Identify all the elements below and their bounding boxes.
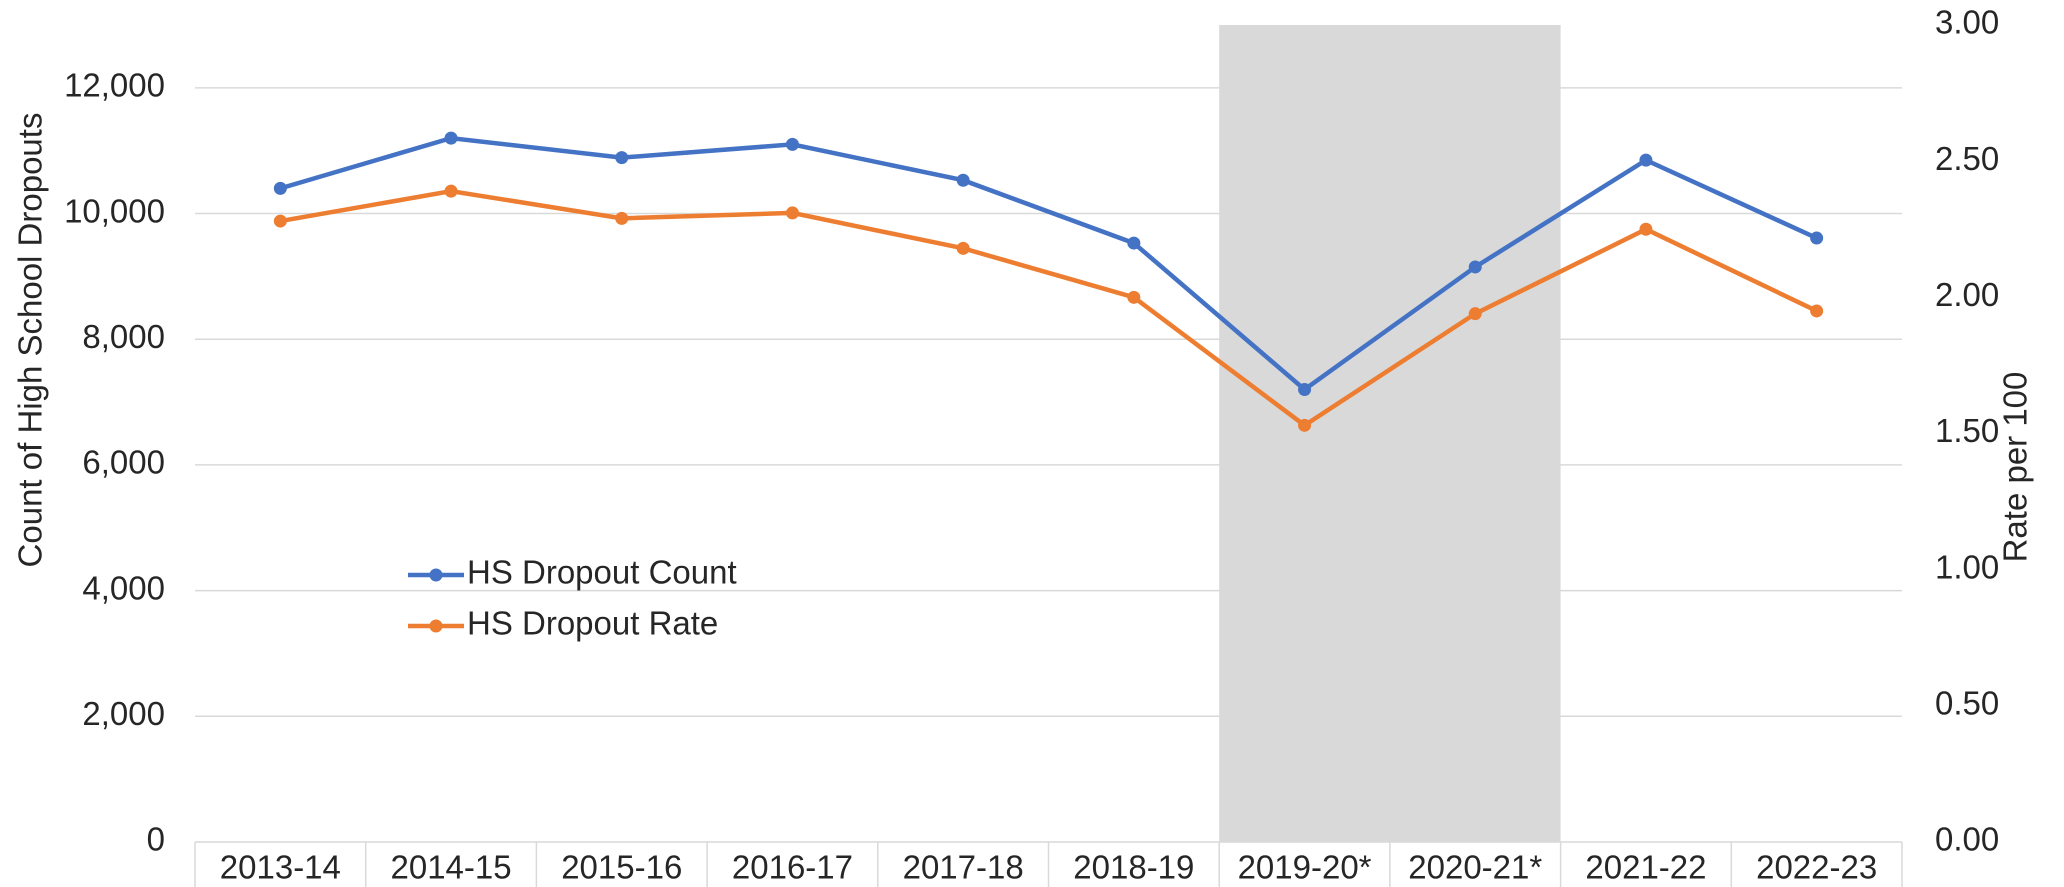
- x-tick-label: 2017-18: [903, 849, 1024, 886]
- y2-tick-label: 1.00: [1935, 548, 1999, 585]
- y2-tick-label: 2.00: [1935, 276, 1999, 313]
- x-tick-label: 2020-21*: [1408, 849, 1542, 886]
- y2-tick-label: 3.00: [1935, 4, 1999, 41]
- data-point: [956, 173, 970, 187]
- y-tick-label: 8,000: [82, 318, 165, 355]
- data-point: [1468, 307, 1482, 321]
- y2-tick-label: 2.50: [1935, 140, 1999, 177]
- data-point: [444, 131, 458, 145]
- y2-tick-label: 1.50: [1935, 412, 1999, 449]
- series-line: [279, 135, 1818, 393]
- data-point: [1639, 153, 1653, 167]
- data-point: [273, 181, 287, 195]
- x-tick-label: 2019-20*: [1238, 849, 1372, 886]
- legend-marker: [429, 568, 443, 582]
- data-point: [615, 151, 629, 165]
- legend-label: HS Dropout Rate: [467, 605, 718, 642]
- data-point: [444, 184, 458, 198]
- y2-tick-label: 0.00: [1935, 821, 1999, 858]
- x-tick-label: 2014-15: [390, 849, 511, 886]
- data-point: [273, 214, 287, 228]
- y-tick-label: 6,000: [82, 444, 165, 481]
- data-point: [1468, 260, 1482, 274]
- data-point: [1810, 231, 1824, 245]
- data-point: [785, 137, 799, 151]
- x-tick-label: 2022-23: [1756, 849, 1877, 886]
- legend-marker: [429, 619, 443, 633]
- data-point: [1127, 236, 1141, 250]
- data-point: [615, 211, 629, 225]
- data-point: [1639, 222, 1653, 236]
- x-tick-label: 2021-22: [1585, 849, 1706, 886]
- y-axis-title: Count of High School Dropouts: [12, 113, 49, 568]
- data-point: [1127, 290, 1141, 304]
- x-tick-label: 2016-17: [732, 849, 853, 886]
- y-tick-label: 0: [147, 821, 165, 858]
- data-point: [956, 241, 970, 255]
- x-tick-label: 2015-16: [561, 849, 682, 886]
- y2-tick-label: 0.50: [1935, 685, 1999, 722]
- series-line: [279, 188, 1818, 429]
- legend-label: HS Dropout Count: [467, 554, 737, 591]
- y-tick-label: 2,000: [82, 695, 165, 732]
- y2-axis-title: Rate per 100: [1997, 372, 2034, 563]
- x-tick-label: 2013-14: [220, 849, 341, 886]
- x-tick-label: 2018-19: [1073, 849, 1194, 886]
- data-point: [1298, 418, 1312, 432]
- y-tick-label: 10,000: [64, 192, 165, 229]
- data-point: [785, 206, 799, 220]
- data-point: [1298, 383, 1312, 397]
- data-point: [1810, 304, 1824, 318]
- shaded-band: [1219, 25, 1561, 842]
- y-tick-label: 12,000: [64, 67, 165, 104]
- y-tick-label: 4,000: [82, 569, 165, 606]
